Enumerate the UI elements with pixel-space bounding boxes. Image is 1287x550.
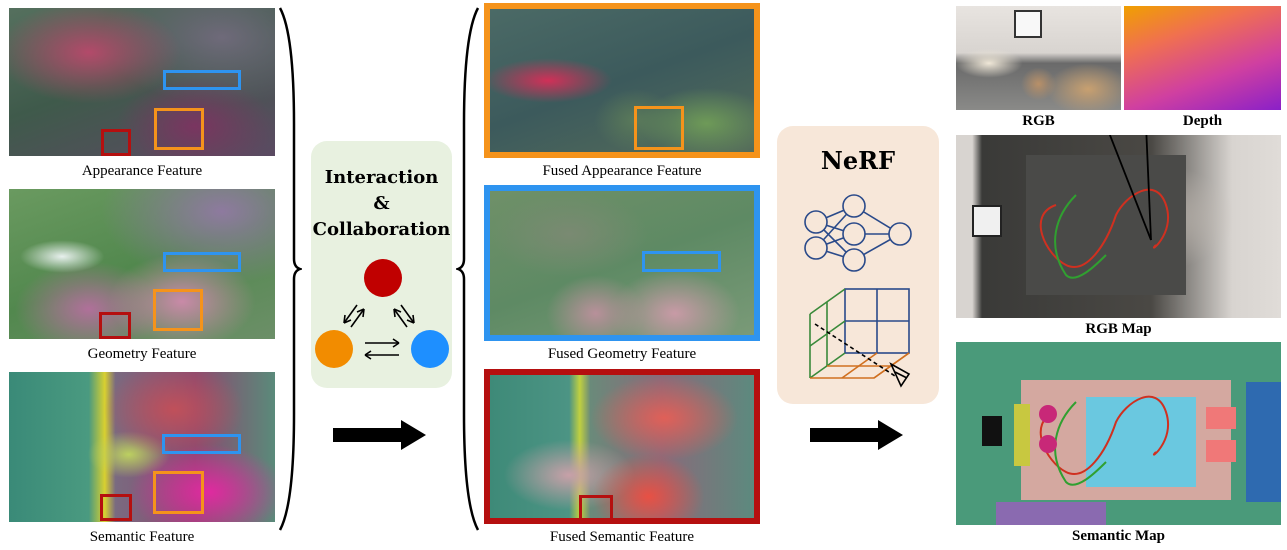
interaction-title-line3: Collaboration	[312, 219, 451, 240]
blue-region-box	[163, 70, 241, 90]
semantic-feature-label: Semantic Feature	[89, 529, 195, 545]
interaction-graph	[315, 259, 449, 368]
geometry-node	[411, 330, 449, 368]
fused-geometry-feature-image	[484, 185, 760, 341]
sofa-region	[1014, 404, 1030, 466]
blue-wall-region	[1246, 382, 1281, 502]
blue-region-box	[163, 252, 241, 272]
appearance-feature-image	[9, 8, 275, 156]
semantic-map-image	[956, 342, 1281, 525]
fused-group-brace	[456, 7, 480, 531]
rendered-depth-image	[1124, 6, 1281, 110]
red-region-box	[99, 312, 131, 339]
dark-panel-region	[982, 416, 1002, 446]
orange-region-box	[153, 471, 204, 514]
interaction-title-line2: &	[373, 193, 390, 214]
mlp-network-icon	[804, 194, 912, 272]
flow-arrow-1	[333, 420, 426, 450]
depth-label: Depth	[1182, 113, 1223, 129]
nerf-panel: NeRF	[777, 126, 939, 404]
rgb-map-image	[956, 135, 1281, 318]
rendered-rgb-image	[956, 6, 1121, 110]
fused-semantic-feature-label: Fused Semantic Feature	[549, 529, 695, 545]
geometry-feature-label: Geometry Feature	[87, 346, 197, 362]
voxel-grid-icon	[809, 288, 911, 388]
purple-floor-region	[996, 502, 1106, 525]
orange-region-box	[153, 289, 203, 331]
red-region-box	[579, 495, 613, 518]
room-center	[1026, 155, 1186, 295]
interaction-title: Interaction & Collaboration	[311, 165, 452, 243]
blue-region-box	[642, 251, 721, 272]
flow-arrow-2	[810, 420, 903, 450]
semantic-map-label: Semantic Map	[1072, 528, 1165, 544]
semantic-feature-image	[9, 372, 275, 522]
semantic-node	[364, 259, 402, 297]
rgb-label: RGB	[1022, 113, 1055, 129]
appearance-node	[315, 330, 353, 368]
orange-region-box	[154, 108, 204, 150]
interaction-title-line1: Interaction	[324, 167, 439, 188]
window-shape	[1014, 10, 1042, 38]
rug-region	[1086, 397, 1196, 487]
appearance-geometry-arrows	[364, 338, 400, 360]
fused-appearance-feature-label: Fused Appearance Feature	[542, 163, 702, 179]
geometry-feature-image	[9, 189, 275, 339]
nerf-title: NeRF	[820, 146, 896, 175]
semantic-appearance-arrows	[343, 304, 365, 328]
blue-region-box	[162, 434, 241, 454]
orange-region-box	[634, 106, 684, 150]
red-region-box	[100, 494, 132, 521]
interaction-collaboration-panel: Interaction & Collaboration	[311, 141, 452, 388]
rgb-map-label: RGB Map	[1085, 321, 1152, 337]
red-region-box	[101, 129, 131, 156]
fused-semantic-feature-image	[484, 369, 760, 524]
left-group-brace	[278, 7, 302, 531]
window-shape	[972, 205, 1002, 237]
appearance-feature-label: Appearance Feature	[81, 163, 203, 179]
semantic-trajectory	[1039, 395, 1236, 486]
semantic-geometry-arrows	[393, 304, 415, 328]
camera-trajectory	[1039, 135, 1169, 279]
fused-appearance-feature-image	[484, 3, 760, 158]
fused-geometry-feature-label: Fused Geometry Feature	[547, 346, 697, 362]
